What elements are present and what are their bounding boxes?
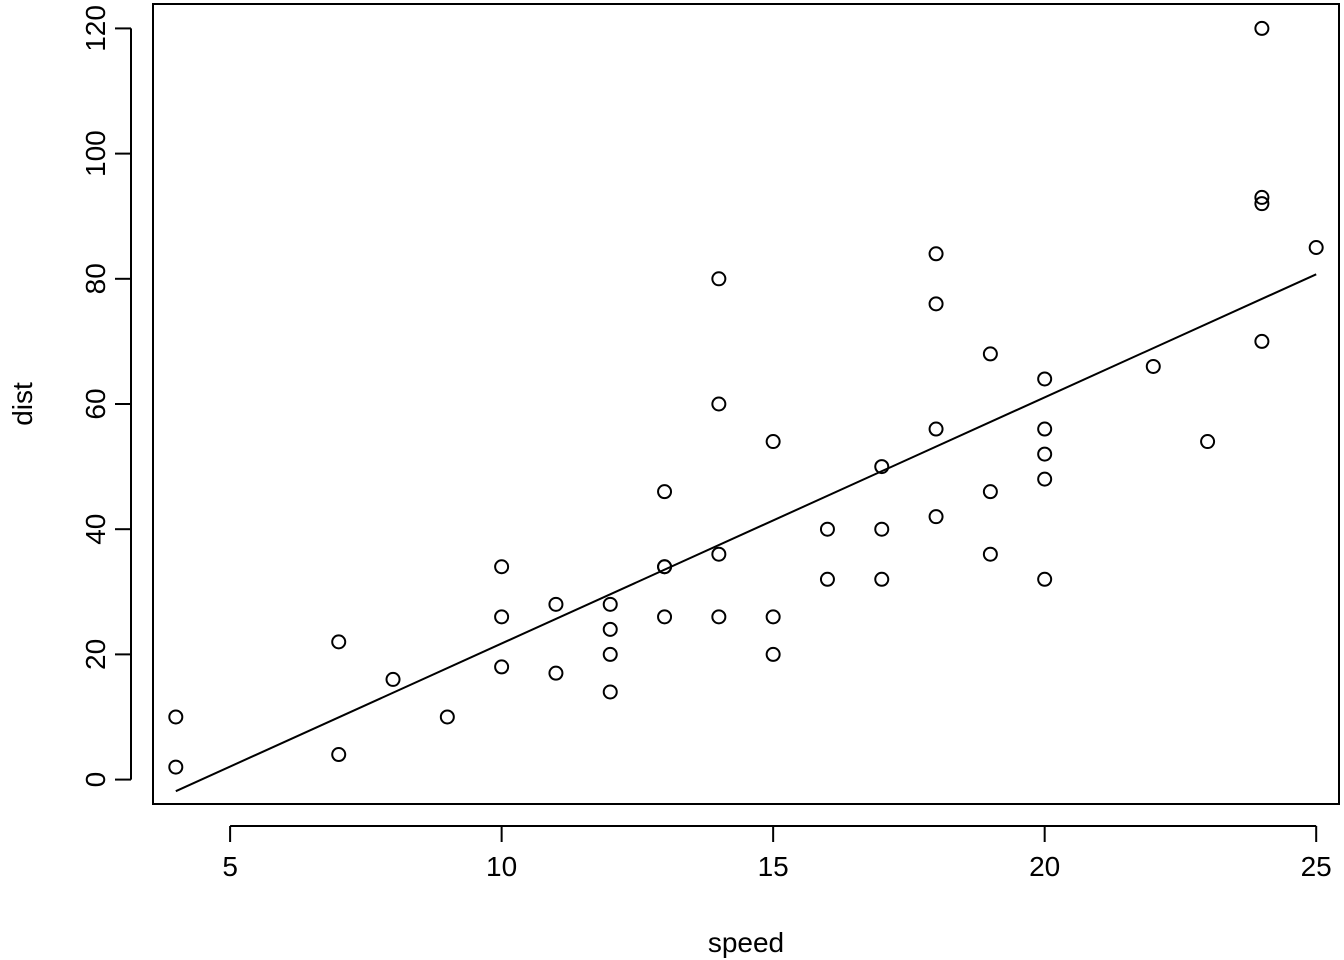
data-point xyxy=(819,571,835,587)
data-point xyxy=(765,646,781,662)
points-layer xyxy=(168,20,1324,775)
data-point xyxy=(928,509,944,525)
data-point xyxy=(602,596,618,612)
data-point xyxy=(548,596,564,612)
regression-line xyxy=(175,273,1317,793)
y-tick-label: 100 xyxy=(80,130,111,177)
y-axis-title: dist xyxy=(7,382,38,426)
x-axis: 5 10 15 20 25 xyxy=(222,825,1332,882)
x-axis-title: speed xyxy=(708,927,784,958)
y-axis: 0 20 40 60 80 100 120 xyxy=(80,5,132,788)
data-point xyxy=(928,246,944,262)
plot-frame xyxy=(152,3,1340,805)
data-point xyxy=(1308,240,1324,256)
data-point xyxy=(982,484,998,500)
data-point xyxy=(819,521,835,537)
data-point xyxy=(1145,358,1161,374)
x-tick-label: 15 xyxy=(758,851,789,882)
data-point xyxy=(331,634,347,650)
data-point xyxy=(711,396,727,412)
data-point xyxy=(657,609,673,625)
data-point xyxy=(494,659,510,675)
data-point xyxy=(1254,196,1270,212)
x-tick-label: 25 xyxy=(1301,851,1332,882)
data-point xyxy=(1037,471,1053,487)
data-point xyxy=(874,521,890,537)
data-point xyxy=(928,421,944,437)
data-point xyxy=(711,271,727,287)
data-point xyxy=(874,571,890,587)
data-point xyxy=(385,671,401,687)
y-tick-label: 120 xyxy=(80,5,111,52)
data-point xyxy=(928,296,944,312)
data-point xyxy=(602,646,618,662)
data-point xyxy=(331,747,347,763)
y-tick-label: 40 xyxy=(80,514,111,545)
data-point xyxy=(765,609,781,625)
data-point xyxy=(982,546,998,562)
data-point xyxy=(657,484,673,500)
data-point xyxy=(874,459,890,475)
data-point xyxy=(1037,571,1053,587)
data-point xyxy=(439,709,455,725)
data-point xyxy=(765,434,781,450)
data-point xyxy=(602,684,618,700)
data-point xyxy=(1254,189,1270,205)
data-point xyxy=(548,665,564,681)
data-point xyxy=(168,709,184,725)
data-point xyxy=(602,621,618,637)
data-point xyxy=(1037,371,1053,387)
data-point xyxy=(982,346,998,362)
data-point xyxy=(1254,20,1270,36)
data-point xyxy=(711,546,727,562)
data-point xyxy=(711,609,727,625)
y-tick-label: 20 xyxy=(80,639,111,670)
y-tick-label: 60 xyxy=(80,388,111,419)
data-point xyxy=(168,759,184,775)
fit-line-layer xyxy=(175,273,1317,793)
x-tick-label: 20 xyxy=(1029,851,1060,882)
data-point xyxy=(1200,434,1216,450)
data-point xyxy=(1037,446,1053,462)
x-tick-label: 10 xyxy=(486,851,517,882)
y-tick-label: 0 xyxy=(80,772,111,788)
data-point xyxy=(1037,421,1053,437)
data-point xyxy=(494,609,510,625)
data-point xyxy=(1254,333,1270,349)
data-point xyxy=(494,559,510,575)
y-tick-label: 80 xyxy=(80,263,111,294)
x-tick-label: 5 xyxy=(222,851,238,882)
